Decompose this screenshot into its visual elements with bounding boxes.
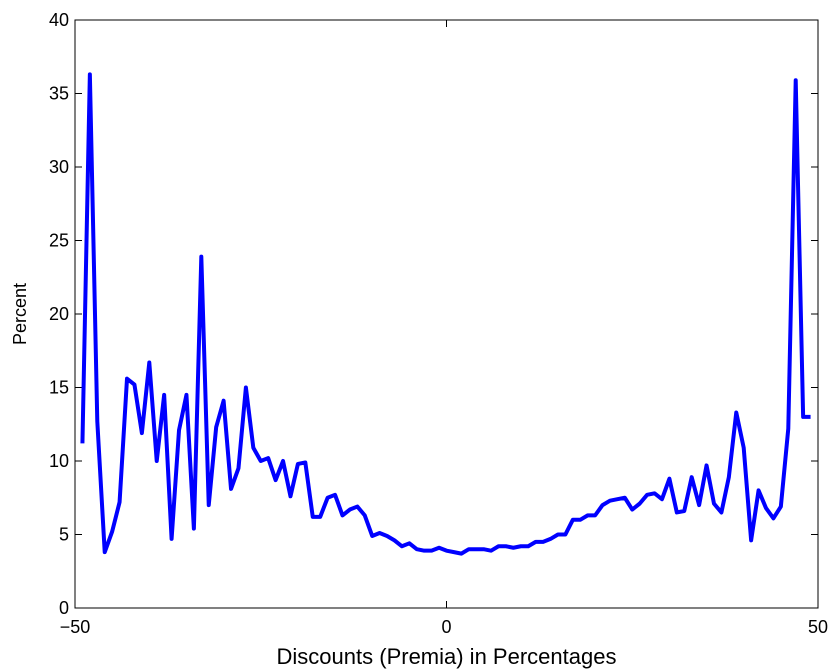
y-tick-label: 0 bbox=[59, 598, 69, 618]
y-tick-label: 25 bbox=[49, 231, 69, 251]
y-tick-label: 30 bbox=[49, 157, 69, 177]
y-tick-label: 35 bbox=[49, 84, 69, 104]
series-group bbox=[80, 72, 811, 556]
y-tick-label: 20 bbox=[49, 304, 69, 324]
x-tick-label: −50 bbox=[60, 617, 91, 637]
y-tick-label: 10 bbox=[49, 451, 69, 471]
x-axis-label: Discounts (Premia) in Percentages bbox=[277, 644, 617, 669]
y-tick-label: 40 bbox=[49, 10, 69, 30]
y-axis-label: Percent bbox=[10, 283, 30, 345]
series-line-0 bbox=[80, 72, 811, 556]
x-tick-label: 0 bbox=[441, 617, 451, 637]
plot-frame bbox=[74, 19, 819, 609]
x-tick-label: 50 bbox=[808, 617, 828, 637]
y-tick-label: 5 bbox=[59, 525, 69, 545]
axis-ticks bbox=[74, 19, 819, 609]
y-tick-label: 15 bbox=[49, 378, 69, 398]
